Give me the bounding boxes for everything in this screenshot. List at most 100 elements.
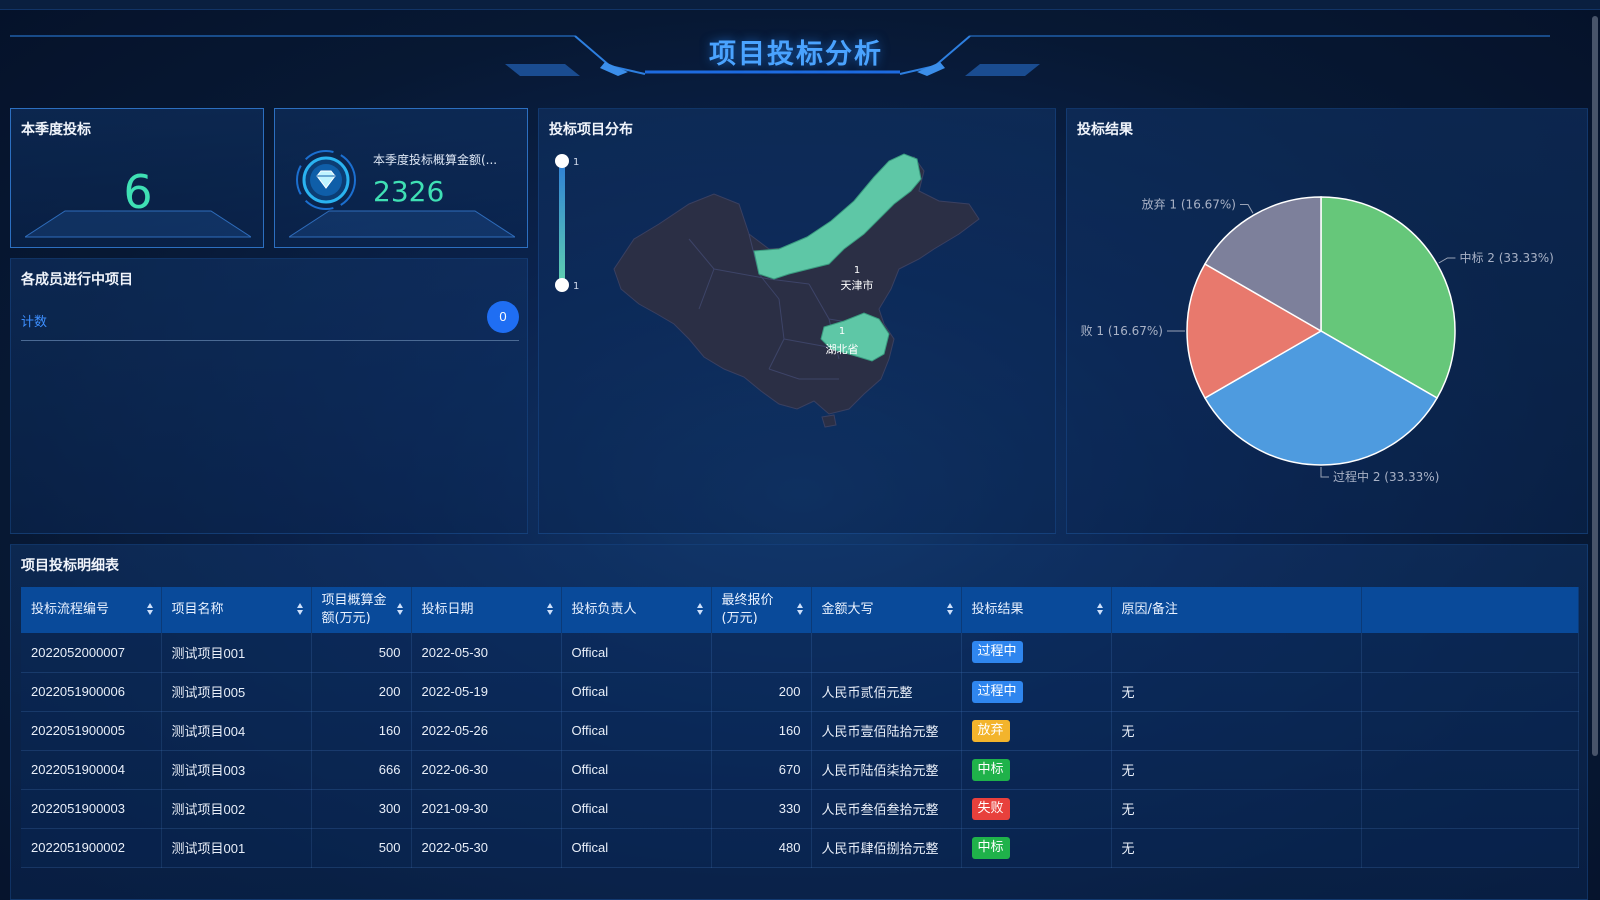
- pie-slice[interactable]: [1203, 196, 1322, 333]
- table-cell-date: 2022-05-30: [411, 828, 562, 868]
- members-panel: 各成员进行中项目 计数 0: [10, 258, 528, 534]
- kpi-season-budget-card: 本季度投标概算金额(... 2326: [274, 108, 528, 248]
- table-cell-price: 160: [711, 711, 812, 751]
- pie-slice[interactable]: [1320, 196, 1456, 400]
- map-region-value: 1: [839, 326, 845, 337]
- table-cell-result: 中标: [961, 828, 1112, 868]
- kpi-base-decoration: [289, 210, 515, 238]
- table-row[interactable]: 2022051900006 测试项目005 200 2022-05-19 Offical…: [21, 672, 1579, 712]
- pie-slice[interactable]: [1186, 262, 1323, 400]
- table-cell-id: 2022051900002: [21, 828, 162, 868]
- pie-slice-label: 过程中 2 (33.33%): [1333, 469, 1439, 484]
- bid-result-panel: 投标结果 中标 2 (33.33%) 过程中 2 (33.33%) 败 1 (16.…: [1066, 108, 1588, 534]
- member-count-badge: 0: [487, 301, 519, 333]
- table-cell-note: 无: [1111, 789, 1362, 829]
- table-cell-empty: [1361, 750, 1579, 790]
- table-cell-owner[interactable]: Offical: [561, 672, 712, 712]
- table-cell-owner[interactable]: Offical: [561, 633, 712, 673]
- table-row[interactable]: 2022051900003 测试项目002 300 2021-09-30 Offical…: [21, 789, 1579, 829]
- visual-map-handle-top[interactable]: [555, 154, 569, 168]
- bid-result-pie-chart: 中标 2 (33.33%) 过程中 2 (33.33%) 败 1 (16.67%) 放…: [1081, 196, 1554, 484]
- header-decoration: [10, 35, 1550, 76]
- pie-slice-label: 中标 2 (33.33%): [1459, 250, 1553, 265]
- table-cell-date: 2022-05-19: [411, 672, 562, 712]
- table-cell-budget: 666: [311, 750, 412, 790]
- table-cell-id: 2022051900004: [21, 750, 162, 790]
- table-cell-id: 2022051900006: [21, 672, 162, 712]
- table-cell-owner[interactable]: Offical: [561, 711, 712, 751]
- table-row[interactable]: 2022051900002 测试项目001 500 2022-05-30 Offical…: [21, 828, 1579, 868]
- visual-map-bar[interactable]: [559, 161, 565, 285]
- table-cell-amount-text: [811, 633, 962, 673]
- table-cell-price: 200: [711, 672, 812, 712]
- column-header-amount-text[interactable]: 金额大写: [811, 587, 962, 633]
- table-cell-date: 2021-09-30: [411, 789, 562, 829]
- table-cell-amount-text: 人民币贰佰元整: [811, 672, 962, 712]
- table-cell-empty: [1361, 828, 1579, 868]
- sort-icon[interactable]: [946, 603, 953, 615]
- table-cell-name: 测试项目001: [161, 828, 312, 868]
- column-header-date[interactable]: 投标日期: [411, 587, 562, 633]
- table-cell-amount-text: 人民币肆佰捌拾元整: [811, 828, 962, 868]
- member-row[interactable]: 计数 0: [21, 297, 519, 341]
- kpi-season-bids-value: 6: [123, 165, 153, 219]
- table-row[interactable]: 2022052000007 测试项目001 500 2022-05-30 Offical…: [21, 633, 1579, 673]
- table-cell-empty: [1361, 672, 1579, 712]
- map-region-label: 天津市: [841, 278, 874, 292]
- column-header-id[interactable]: 投标流程编号: [21, 587, 162, 633]
- kpi-base-decoration: [25, 210, 251, 238]
- table-cell-owner[interactable]: Offical: [561, 750, 712, 790]
- map-panel: 投标项目分布 1 1 1: [538, 108, 1056, 534]
- map-region-inner-mongolia[interactable]: [753, 153, 922, 280]
- table-cell-owner[interactable]: Offical: [561, 789, 712, 829]
- table-cell-result: 放弃: [961, 711, 1112, 751]
- table-cell-note: 无: [1111, 828, 1362, 868]
- column-header-name[interactable]: 项目名称: [161, 587, 312, 633]
- table-cell-owner[interactable]: Offical: [561, 828, 712, 868]
- table-cell-budget: 500: [311, 828, 412, 868]
- table-cell-id: 2022051900003: [21, 789, 162, 829]
- visual-map-handle-bottom[interactable]: [555, 278, 569, 292]
- column-header-note: 原因/备注: [1111, 587, 1362, 633]
- members-title: 各成员进行中项目: [21, 272, 133, 288]
- kpi-season-bids-card: 本季度投标 6: [10, 108, 264, 248]
- sort-icon[interactable]: [1096, 603, 1103, 615]
- table-cell-note: 无: [1111, 711, 1362, 751]
- sort-icon[interactable]: [396, 603, 403, 615]
- china-map: 1 1 1 天津市 1 湖北省: [555, 153, 980, 428]
- bid-result-title: 投标结果: [1077, 122, 1133, 138]
- table-cell-budget: 500: [311, 633, 412, 673]
- column-header-budget[interactable]: 项目概算金额(万元): [311, 587, 412, 633]
- column-header-result[interactable]: 投标结果: [961, 587, 1112, 633]
- table-cell-result: 过程中: [961, 633, 1112, 673]
- sort-icon[interactable]: [796, 603, 803, 615]
- table-row[interactable]: 2022051900005 测试项目004 160 2022-05-26 Offical…: [21, 711, 1579, 751]
- sort-icon[interactable]: [696, 603, 703, 615]
- table-cell-budget: 160: [311, 711, 412, 751]
- column-header-price[interactable]: 最终报价(万元): [711, 587, 812, 633]
- table-cell-result: 失败: [961, 789, 1112, 829]
- page-scrollbar[interactable]: [1592, 16, 1598, 756]
- result-tag: 失败: [971, 797, 1010, 820]
- table-cell-name: 测试项目002: [161, 789, 312, 829]
- map-region-hubei[interactable]: [820, 312, 890, 362]
- table-row[interactable]: 2022051900004 测试项目003 666 2022-06-30 Offical…: [21, 750, 1579, 790]
- map-title: 投标项目分布: [549, 122, 633, 138]
- table-cell-empty: [1361, 633, 1579, 673]
- table-cell-budget: 200: [311, 672, 412, 712]
- sort-icon[interactable]: [546, 603, 553, 615]
- column-header-owner[interactable]: 投标负责人: [561, 587, 712, 633]
- table-header-row: 投标流程编号 项目名称 项目概算金额(万元) 投标日期 投标负责人 最终报价(万…: [21, 587, 1579, 633]
- pie-slice[interactable]: [1203, 330, 1439, 466]
- map-hainan: [821, 414, 837, 428]
- member-count-label: 计数: [21, 315, 48, 330]
- table-cell-price: 480: [711, 828, 812, 868]
- visual-map-min-label: 1: [573, 281, 579, 292]
- table-cell-note: [1111, 633, 1362, 673]
- detail-table-panel: 项目投标明细表 投标流程编号 项目名称 项目概算金额(万元) 投标日期 投标负责…: [10, 544, 1588, 900]
- column-header-empty: [1361, 587, 1579, 633]
- diamond-icon: [296, 150, 356, 210]
- detail-table: 投标流程编号 项目名称 项目概算金额(万元) 投标日期 投标负责人 最终报价(万…: [21, 587, 1579, 868]
- sort-icon[interactable]: [296, 603, 303, 615]
- sort-icon[interactable]: [146, 603, 153, 615]
